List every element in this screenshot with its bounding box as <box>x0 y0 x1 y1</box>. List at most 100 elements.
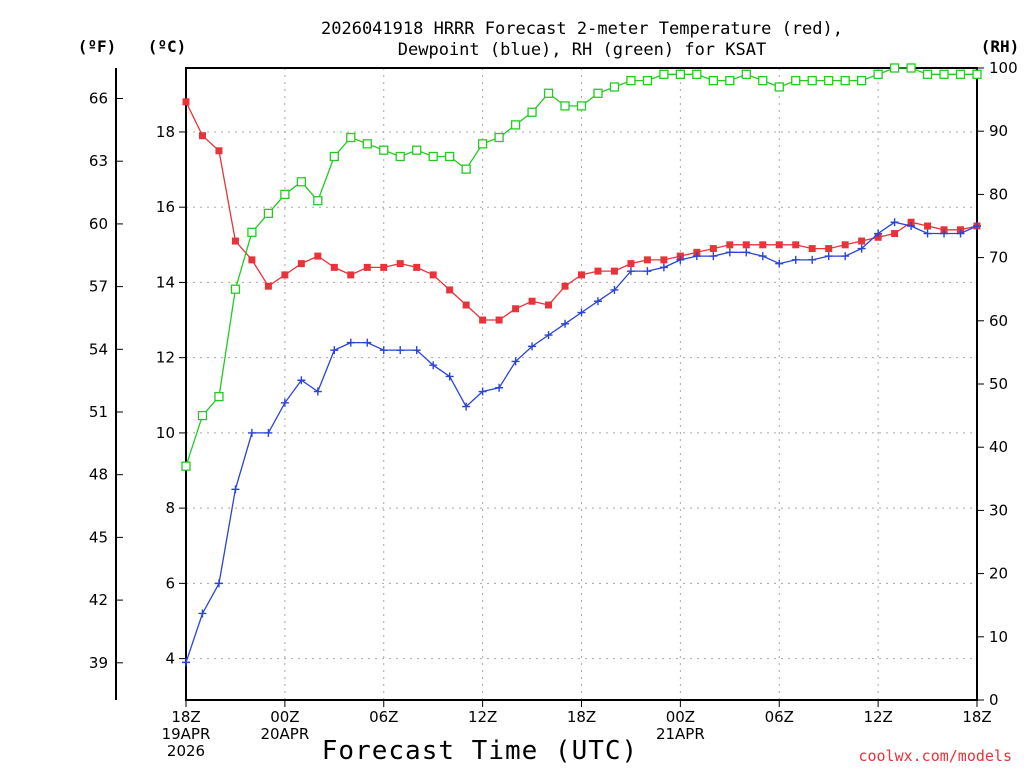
temperature-point <box>891 230 899 238</box>
rh-point <box>494 132 504 143</box>
dewpoint-point <box>577 308 586 317</box>
rh-point <box>609 82 620 92</box>
dewpoint-point <box>478 387 487 396</box>
x-tick-label: 21APR <box>656 725 705 743</box>
celsius-tick-label: 14 <box>156 273 175 291</box>
temperature-point <box>380 263 388 271</box>
dewpoint-point <box>742 248 751 257</box>
dewpoint-point <box>626 267 635 276</box>
dewpoint-point <box>692 252 701 261</box>
rh-point <box>972 69 982 79</box>
temperature-point <box>495 316 503 324</box>
rh-point <box>708 75 718 86</box>
dewpoint-point <box>544 331 553 340</box>
rh-point <box>889 63 900 73</box>
dewpoint-point <box>561 319 570 328</box>
rh-point <box>395 151 405 162</box>
rh-point <box>461 164 471 174</box>
dewpoint-point <box>198 609 207 618</box>
temperature-point <box>792 241 800 249</box>
rh-point <box>692 69 702 79</box>
dewpoint-point <box>940 229 949 238</box>
temperature-point <box>594 267 602 275</box>
dewpoint-point <box>182 658 190 667</box>
gridlines <box>186 68 977 700</box>
celsius-tick-label: 12 <box>156 349 175 367</box>
rh-point <box>296 177 307 187</box>
x-tick-label: 19APR <box>162 725 211 743</box>
chart-title-line-1: 2026041918 HRRR Forecast 2-meter Tempera… <box>321 19 843 39</box>
rh-unit-label: (RH) <box>981 37 1020 56</box>
temperature-point <box>182 98 190 106</box>
rh-point <box>725 75 735 86</box>
fahrenheit-tick-label: 54 <box>89 340 108 358</box>
x-tick-label: 2026 <box>167 742 205 760</box>
celsius-tick-label: 6 <box>165 574 175 592</box>
rh-tick-label: 80 <box>989 185 1008 203</box>
celsius-tick-label: 4 <box>165 650 175 668</box>
temperature-point <box>709 245 717 253</box>
rh-point <box>856 75 867 86</box>
dewpoint-point <box>874 229 883 238</box>
temperature-point <box>825 245 833 253</box>
chart-title-line-2: Dewpoint (blue), RH (green) for KSAT <box>398 40 766 60</box>
rh-point <box>346 132 356 143</box>
dewpoint-point <box>363 338 372 347</box>
temperature-point <box>264 282 272 290</box>
x-tick-label: 20APR <box>260 725 309 743</box>
rh-point <box>758 75 768 86</box>
temperature-point <box>528 297 536 305</box>
chart-title: 2026041918 HRRR Forecast 2-meter Tempera… <box>321 19 843 60</box>
rh-point <box>280 189 290 200</box>
rh-point <box>527 107 537 117</box>
dewpoint-point <box>923 229 932 238</box>
temperature-point <box>363 263 371 271</box>
temperature-point <box>248 256 256 264</box>
temperature-point <box>759 241 767 249</box>
fahrenheit-tick-label: 63 <box>89 152 108 170</box>
rh-point <box>230 284 241 294</box>
x-tick-label: 06Z <box>765 708 794 726</box>
dewpoint-point <box>313 387 322 396</box>
dewpoint-point <box>709 252 718 261</box>
rh-tick-label: 20 <box>989 565 1008 583</box>
rh-tick-label: 70 <box>989 249 1008 267</box>
rh-tick-label: 60 <box>989 312 1008 330</box>
x-tick-label: 18Z <box>567 708 596 726</box>
rh-point <box>181 461 191 471</box>
fahrenheit-tick-label: 51 <box>89 403 108 421</box>
rh-series <box>181 63 982 471</box>
rh-tick-label: 40 <box>989 438 1008 456</box>
celsius-tick-label: 18 <box>156 123 175 141</box>
temperature-point <box>347 271 355 279</box>
rh-point <box>477 139 488 149</box>
dewpoint-point <box>890 218 899 227</box>
dewpoint-point <box>214 579 223 588</box>
temperature-point <box>512 305 520 313</box>
fahrenheit-tick-label: 42 <box>89 591 108 609</box>
rh-point <box>675 69 686 79</box>
rh-point <box>659 69 669 79</box>
celsius-unit-label: (ºC) <box>148 37 187 56</box>
rh-point <box>428 151 438 162</box>
temperature-point <box>578 271 585 279</box>
temperature-point <box>660 256 668 264</box>
temperature-point <box>281 271 289 279</box>
dewpoint-point <box>297 376 306 385</box>
x-tick-label: 00Z <box>666 708 695 726</box>
rh-point <box>791 75 801 86</box>
temperature-point <box>643 256 651 264</box>
dewpoint-point <box>231 485 240 494</box>
rh-point <box>873 69 883 79</box>
celsius-tick-label: 16 <box>156 198 175 216</box>
rh-point <box>197 410 208 421</box>
fahrenheit-tick-label: 45 <box>89 528 108 546</box>
dewpoint-point <box>412 346 421 355</box>
rh-point <box>642 75 653 86</box>
dewpoint-point <box>429 361 438 370</box>
rh-point <box>593 88 603 98</box>
fahrenheit-tick-label: 48 <box>89 466 108 484</box>
temperature-point <box>429 271 437 279</box>
rh-point <box>247 227 257 237</box>
temperature-point <box>775 241 783 249</box>
